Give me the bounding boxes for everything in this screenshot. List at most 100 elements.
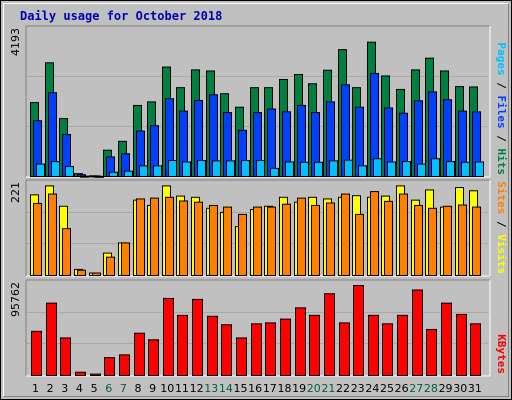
bar-pages-day-2 (51, 161, 60, 177)
bar-kbytes-day-8 (134, 332, 145, 376)
bar-kbytes-day-15 (236, 337, 247, 376)
bar-kbytes-day-30 (456, 313, 467, 376)
bar-pages-day-25 (387, 161, 396, 178)
bar-sites-day-25 (384, 200, 393, 276)
bar-pages-day-30 (461, 161, 470, 177)
day-label-1: 1 (32, 382, 39, 395)
bar-sites-day-17 (267, 206, 276, 276)
day-label-3: 3 (61, 382, 68, 395)
bar-pages-day-15 (241, 160, 250, 178)
bar-sites-day-30 (458, 204, 467, 277)
day-label-27: 27 (409, 382, 423, 395)
bar-sites-day-1 (33, 202, 42, 276)
bar-pages-day-29 (446, 161, 455, 177)
bar-sites-day-24 (370, 191, 379, 276)
bar-sites-day-4 (77, 269, 86, 276)
day-label-28: 28 (424, 382, 438, 395)
bar-kbytes-day-24 (368, 314, 379, 377)
bar-sites-day-16 (253, 206, 262, 276)
y-max-label-kbytes: 95762 (9, 282, 22, 317)
chart-title: Daily usage for October 2018 (20, 9, 223, 23)
y-max-label-visits: 221 (9, 182, 22, 203)
bar-kbytes-day-22 (339, 322, 350, 376)
legend-kbytes-part-1: KBytes (495, 334, 508, 374)
day-label-31: 31 (468, 382, 482, 395)
bar-pages-day-9 (153, 165, 162, 177)
bar-pages-day-14 (226, 160, 235, 177)
bar-sites-day-27 (414, 204, 423, 277)
day-label-20: 20 (307, 382, 321, 395)
bar-pages-day-24 (373, 158, 382, 177)
bar-pages-day-6 (109, 171, 118, 177)
bar-sites-day-12 (194, 201, 203, 277)
day-label-30: 30 (453, 382, 467, 395)
bar-kbytes-day-18 (280, 318, 291, 376)
bar-pages-day-22 (344, 159, 353, 177)
bar-pages-day-8 (139, 165, 148, 177)
day-label-8: 8 (135, 382, 142, 395)
legend-sites-visits-part-3: Visits (495, 234, 508, 274)
bar-sites-day-2 (48, 193, 57, 276)
bar-kbytes-day-10 (163, 297, 174, 376)
bar-pages-day-10 (168, 160, 177, 178)
day-label-14: 14 (219, 382, 233, 395)
day-label-7: 7 (120, 382, 127, 395)
legend-pages-files-hits-part-2: / (495, 76, 508, 96)
day-label-22: 22 (336, 382, 350, 395)
day-label-11: 11 (175, 382, 189, 395)
bar-kbytes-day-26 (397, 314, 408, 377)
bar-pages-day-13 (212, 160, 221, 177)
bar-kbytes-day-6 (104, 357, 115, 376)
legend-kbytes: KBytes (495, 334, 508, 374)
day-label-26: 26 (395, 382, 409, 395)
day-label-16: 16 (248, 382, 262, 395)
bar-sites-day-20 (311, 204, 320, 277)
bar-kbytes-day-3 (60, 337, 71, 376)
day-label-2: 2 (47, 382, 54, 395)
day-label-15: 15 (234, 382, 248, 395)
day-label-23: 23 (351, 382, 365, 395)
bar-sites-day-7 (121, 242, 130, 276)
bar-pages-day-16 (256, 160, 265, 178)
bar-kbytes-day-5 (90, 373, 101, 376)
bar-pages-day-19 (300, 161, 309, 177)
bar-pages-day-28 (431, 158, 440, 177)
bar-pages-day-1 (36, 163, 45, 178)
bar-kbytes-day-28 (426, 328, 437, 377)
bar-kbytes-day-27 (412, 289, 423, 376)
bar-pages-day-26 (402, 161, 411, 177)
day-label-10: 10 (160, 382, 174, 395)
bar-sites-day-23 (355, 213, 364, 277)
y-max-label-hits: 4193 (9, 28, 22, 56)
day-label-4: 4 (76, 382, 83, 395)
bar-pages-day-20 (314, 161, 323, 177)
bar-kbytes-day-9 (148, 339, 159, 377)
legend-sites-visits-part-2: / (495, 214, 508, 234)
bar-sites-day-21 (326, 202, 335, 276)
bar-sites-day-3 (62, 228, 71, 276)
bar-sites-day-9 (150, 197, 159, 276)
bar-kbytes-day-16 (251, 323, 262, 377)
bar-sites-day-19 (297, 197, 306, 276)
legend-pages-files-hits-part-4: / (495, 129, 508, 149)
bar-kbytes-day-12 (192, 298, 203, 377)
bar-sites-day-11 (179, 200, 188, 276)
bar-kbytes-day-13 (207, 315, 218, 376)
legend-pages-files-hits-part-1: Pages (495, 43, 508, 76)
day-label-19: 19 (292, 382, 306, 395)
bar-sites-day-13 (209, 204, 218, 277)
bar-pages-day-5 (95, 175, 104, 178)
bar-pages-day-11 (182, 161, 191, 178)
legend-sites-visits: Sites / Visits (495, 181, 508, 274)
bar-sites-day-5 (92, 272, 101, 276)
legend-pages-files-hits-part-3: Files (495, 96, 508, 129)
bar-kbytes-day-14 (221, 324, 232, 376)
bar-kbytes-day-21 (324, 293, 335, 377)
bar-sites-day-8 (136, 198, 145, 277)
bar-pages-day-31 (475, 161, 484, 178)
day-label-18: 18 (277, 382, 291, 395)
bar-kbytes-day-31 (470, 323, 481, 377)
bar-kbytes-day-20 (309, 314, 320, 377)
bar-files-day-17 (267, 108, 276, 177)
